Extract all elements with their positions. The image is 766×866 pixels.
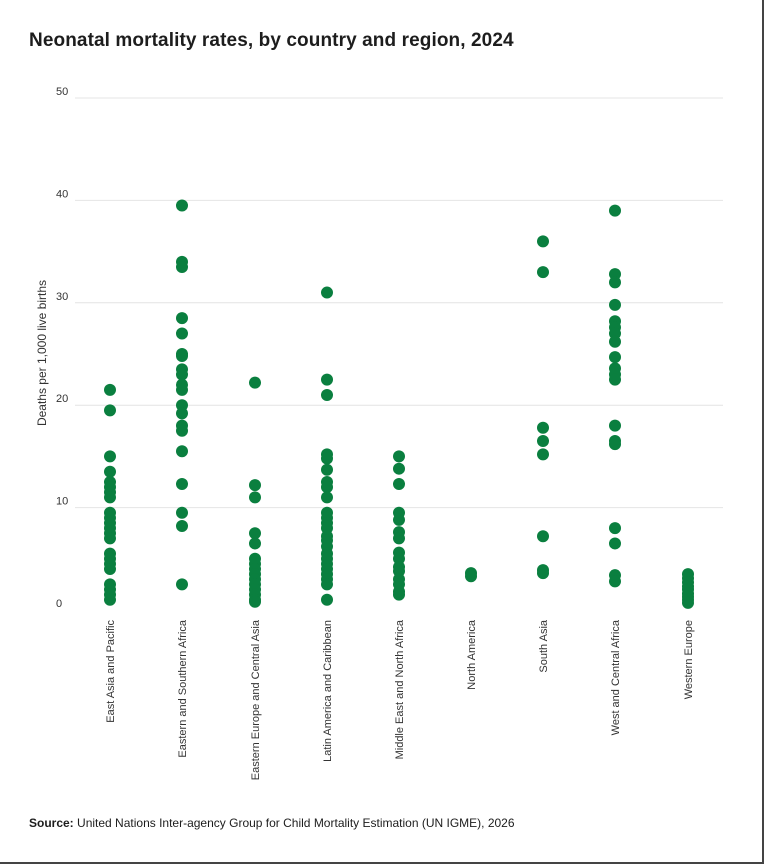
- data-point: [393, 588, 405, 601]
- data-point: [609, 298, 621, 311]
- data-point: [321, 373, 333, 386]
- data-point: [609, 351, 621, 364]
- data-point: [321, 481, 333, 494]
- source-text: United Nations Inter-agency Group for Ch…: [77, 816, 515, 830]
- data-point: [176, 368, 188, 381]
- x-category-label: North America: [466, 619, 478, 690]
- data-point: [104, 465, 116, 478]
- data-point: [104, 532, 116, 545]
- data-point: [176, 424, 188, 437]
- data-point: [609, 419, 621, 432]
- data-point: [609, 575, 621, 588]
- x-category-label: Western Europe: [683, 620, 695, 699]
- y-tick-label: 30: [56, 291, 68, 303]
- data-point: [609, 373, 621, 386]
- data-point: [682, 596, 694, 609]
- data-point: [321, 388, 333, 401]
- data-point: [104, 383, 116, 396]
- data-point: [176, 506, 188, 519]
- data-point: [609, 204, 621, 217]
- data-point: [537, 235, 549, 248]
- data-point: [249, 376, 261, 389]
- x-category-label: Middle East and North Africa: [394, 619, 406, 759]
- data-point: [176, 260, 188, 273]
- data-point: [176, 478, 188, 491]
- data-point: [609, 335, 621, 348]
- data-point: [537, 448, 549, 461]
- data-point: [321, 491, 333, 504]
- data-point: [176, 445, 188, 458]
- x-category-label: South Asia: [538, 619, 550, 672]
- x-axis-categories: East Asia and Pacific Eastern and Souther…: [105, 619, 695, 780]
- data-point: [321, 452, 333, 465]
- data-point: [176, 407, 188, 420]
- data-point: [321, 463, 333, 476]
- data-point: [537, 530, 549, 543]
- y-tick-label: 0: [56, 598, 62, 610]
- data-point: [176, 383, 188, 396]
- y-axis-ticks: 0 10 20 30 40 50: [56, 86, 68, 610]
- data-point: [465, 570, 477, 583]
- data-point: [393, 532, 405, 545]
- x-category-label: Eastern Europe and Central Asia: [250, 619, 262, 780]
- data-points: [104, 199, 694, 609]
- data-point: [393, 478, 405, 491]
- data-point: [393, 513, 405, 526]
- data-point: [321, 593, 333, 606]
- gridlines: [75, 97, 723, 509]
- y-tick-label: 50: [56, 86, 68, 98]
- data-point: [537, 435, 549, 448]
- data-point: [176, 350, 188, 363]
- data-point: [609, 438, 621, 451]
- x-category-label: Eastern and Southern Africa: [177, 619, 189, 757]
- data-point: [249, 479, 261, 492]
- data-point: [104, 593, 116, 606]
- x-category-label: West and Central Africa: [610, 619, 622, 735]
- x-category-label: East Asia and Pacific: [105, 620, 117, 723]
- data-point: [104, 491, 116, 504]
- data-point: [609, 276, 621, 289]
- data-point: [176, 520, 188, 533]
- y-tick-label: 40: [56, 188, 68, 200]
- data-point: [249, 491, 261, 504]
- data-point: [321, 286, 333, 299]
- source-note: Source: United Nations Inter-agency Grou…: [29, 816, 515, 830]
- data-point: [249, 537, 261, 550]
- data-point: [249, 595, 261, 608]
- data-point: [104, 450, 116, 463]
- data-point: [537, 567, 549, 580]
- data-point: [176, 578, 188, 591]
- y-tick-label: 20: [56, 393, 68, 405]
- data-point: [321, 578, 333, 591]
- data-point: [176, 199, 188, 212]
- data-point: [104, 563, 116, 576]
- y-axis-label: Deaths per 1,000 live births: [35, 280, 49, 426]
- source-label: Source:: [29, 816, 74, 830]
- chart-title: Neonatal mortality rates, by country and…: [29, 30, 514, 51]
- data-point: [176, 327, 188, 340]
- data-point: [609, 522, 621, 535]
- data-point: [537, 421, 549, 434]
- data-point: [104, 404, 116, 417]
- data-point: [249, 527, 261, 540]
- x-category-label: Latin America and Caribbean: [322, 620, 334, 762]
- data-point: [537, 266, 549, 279]
- data-point: [176, 312, 188, 325]
- y-tick-label: 10: [56, 496, 68, 508]
- data-point: [609, 537, 621, 550]
- data-point: [393, 462, 405, 475]
- data-point: [393, 450, 405, 463]
